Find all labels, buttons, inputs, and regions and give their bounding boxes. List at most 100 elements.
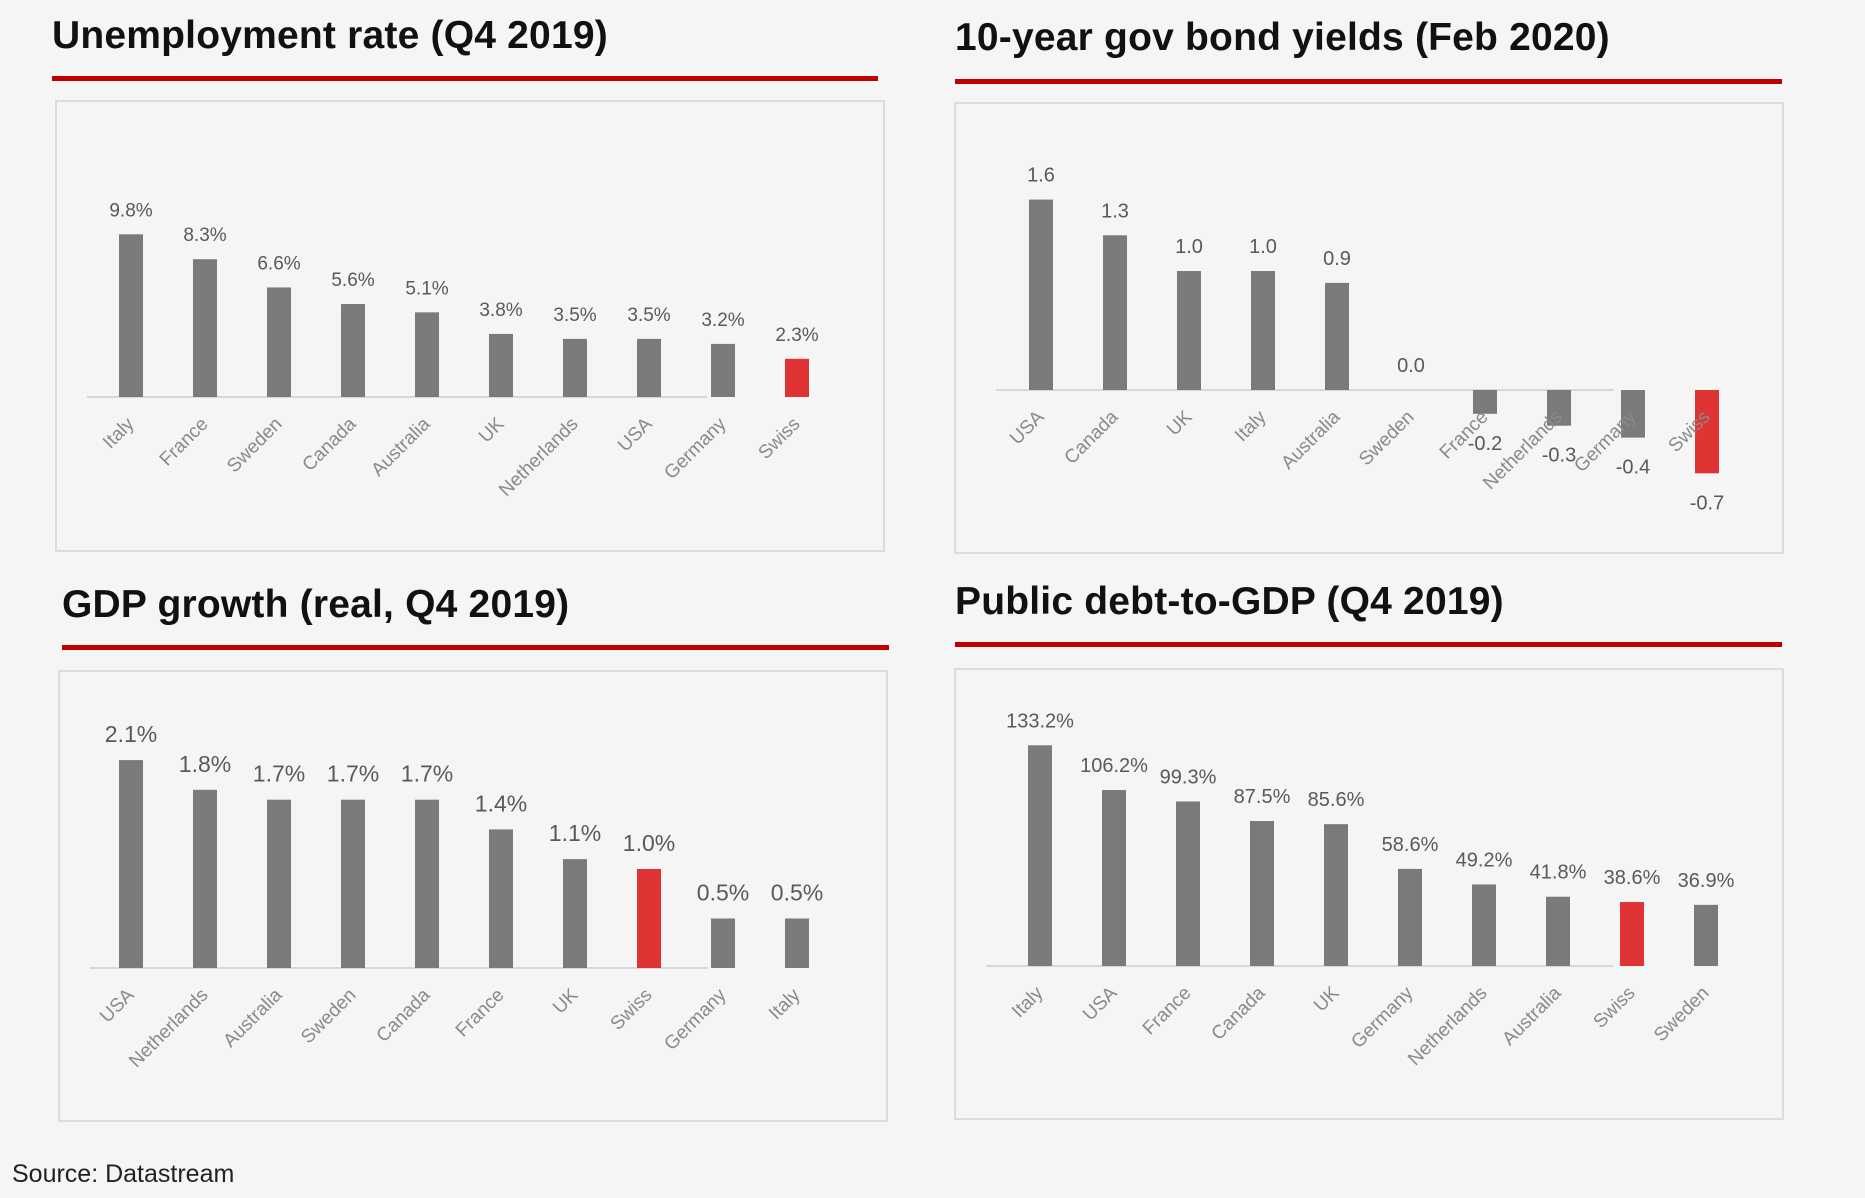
- category-label: Swiss: [607, 985, 657, 1035]
- bar-australia: [1325, 282, 1349, 390]
- bar-usa: [119, 760, 143, 968]
- bar-france: [193, 259, 217, 397]
- bar-usa: [1029, 199, 1053, 390]
- data-label: -0.3: [1542, 445, 1576, 467]
- bar-australia: [267, 799, 291, 968]
- bar-uk: [563, 859, 587, 968]
- data-label: 2.1%: [105, 721, 157, 747]
- data-label: 3.5%: [553, 305, 596, 326]
- chart-title: Unemployment rate (Q4 2019): [52, 14, 608, 57]
- category-label: Australia: [1498, 982, 1565, 1049]
- plot-area: 1.6 USA 1.3 Canada 1.0 UK 1.0 Italy 0.9 Australia…: [954, 102, 1784, 554]
- data-label: 58.6%: [1382, 834, 1439, 856]
- category-label: Italy: [1008, 982, 1048, 1022]
- bar-chart-svg: 133.2% Italy 106.2% USA 99.3% France 87.5% Cana…: [986, 710, 1735, 1070]
- category-label: Sweden: [297, 985, 360, 1048]
- category-label: USA: [614, 413, 657, 456]
- bar-netherlands: [1472, 884, 1496, 966]
- data-label: 5.1%: [405, 278, 448, 299]
- data-label: 85.6%: [1308, 789, 1365, 811]
- bar-sweden: [1694, 904, 1718, 966]
- plot-area: 133.2% Italy 106.2% USA 99.3% France 87.5% Cana…: [954, 668, 1784, 1120]
- bar-sweden: [267, 287, 291, 397]
- category-label: Canada: [373, 984, 435, 1046]
- data-label: 1.0: [1249, 236, 1277, 258]
- data-label: 1.8%: [179, 751, 231, 777]
- data-label: 1.6: [1027, 165, 1055, 187]
- title-rule: [52, 76, 878, 81]
- data-label: 1.4%: [475, 790, 527, 816]
- bar-italy: [1028, 745, 1052, 966]
- bar-canada: [1250, 821, 1274, 966]
- data-label: 0.0: [1397, 355, 1425, 377]
- bar-usa: [637, 338, 661, 397]
- data-label: 1.3: [1101, 200, 1129, 222]
- data-label: 2.3%: [775, 325, 818, 346]
- bar-france: [1473, 390, 1497, 414]
- bar-netherlands: [193, 789, 217, 968]
- category-label: UK: [1163, 406, 1197, 440]
- bar-germany: [711, 918, 735, 968]
- data-label: 8.3%: [183, 225, 226, 246]
- bar-france: [489, 829, 513, 968]
- data-label: 1.0%: [623, 830, 675, 856]
- category-label: Canada: [1208, 982, 1270, 1044]
- category-label: Australia: [367, 413, 434, 480]
- category-label: UK: [475, 413, 509, 447]
- bar-germany: [711, 343, 735, 397]
- bar-chart-svg: 9.8% Italy 8.3% France 6.6% Sweden 5.6% Canada 5…: [87, 200, 819, 501]
- bar-chart-svg: 2.1% USA 1.8% Netherlands 1.7% Australia 1.7% S…: [90, 721, 823, 1072]
- data-label: 3.5%: [627, 305, 670, 326]
- category-label: France: [156, 414, 213, 471]
- category-label: Italy: [1231, 406, 1271, 446]
- source-note: Source: Datastream: [12, 1160, 235, 1188]
- data-label: 0.5%: [771, 880, 823, 906]
- category-label: Sweden: [223, 414, 286, 477]
- data-label: 3.8%: [479, 300, 522, 321]
- bar-canada: [341, 304, 365, 397]
- category-label: Netherlands: [1404, 983, 1491, 1070]
- category-label: Germany: [660, 413, 730, 483]
- plot-area: 9.8% Italy 8.3% France 6.6% Sweden 5.6% Canada 5…: [55, 100, 885, 552]
- bar-swiss: [637, 869, 661, 968]
- bar-australia: [415, 312, 439, 397]
- category-label: Italy: [99, 413, 139, 453]
- data-label: 9.8%: [109, 200, 152, 221]
- data-label: 36.9%: [1678, 870, 1735, 892]
- data-label: 6.6%: [257, 253, 300, 274]
- category-label: USA: [1006, 406, 1049, 449]
- data-label: 1.7%: [401, 761, 453, 787]
- data-label: 49.2%: [1456, 849, 1513, 871]
- data-label: -0.4: [1616, 457, 1650, 479]
- category-label: Australia: [1277, 406, 1344, 473]
- data-label: 133.2%: [1006, 710, 1074, 732]
- data-label: 1.7%: [327, 761, 379, 787]
- data-label: -0.2: [1468, 433, 1502, 455]
- data-label: 106.2%: [1080, 755, 1148, 777]
- bar-germany: [1398, 868, 1422, 966]
- bar-chart-svg: 1.6 USA 1.3 Canada 1.0 UK 1.0 Italy 0.9 Australia…: [996, 165, 1724, 514]
- category-label: Italy: [765, 984, 805, 1024]
- bar-netherlands: [563, 338, 587, 397]
- category-label: USA: [96, 984, 139, 1027]
- bar-australia: [1546, 896, 1570, 966]
- data-label: 99.3%: [1160, 766, 1217, 788]
- category-label: Swiss: [1590, 983, 1640, 1033]
- data-label: 41.8%: [1530, 862, 1587, 884]
- category-label: France: [1139, 983, 1196, 1040]
- category-label: Australia: [219, 984, 286, 1051]
- category-label: Netherlands: [125, 985, 212, 1072]
- chart-title: GDP growth (real, Q4 2019): [62, 583, 570, 626]
- chart-title: 10-year gov bond yields (Feb 2020): [955, 16, 1610, 59]
- data-label: 1.1%: [549, 820, 601, 846]
- plot-area: 2.1% USA 1.8% Netherlands 1.7% Australia 1.7% S…: [58, 670, 888, 1122]
- category-label: Germany: [1347, 982, 1417, 1052]
- bar-italy: [1251, 271, 1275, 390]
- bar-sweden: [341, 799, 365, 968]
- chart-title: Public debt-to-GDP (Q4 2019): [955, 580, 1504, 623]
- bar-uk: [1177, 271, 1201, 390]
- bar-italy: [785, 918, 809, 968]
- category-label: Netherlands: [495, 414, 582, 501]
- category-label: UK: [549, 984, 583, 1018]
- bar-swiss: [1695, 390, 1719, 474]
